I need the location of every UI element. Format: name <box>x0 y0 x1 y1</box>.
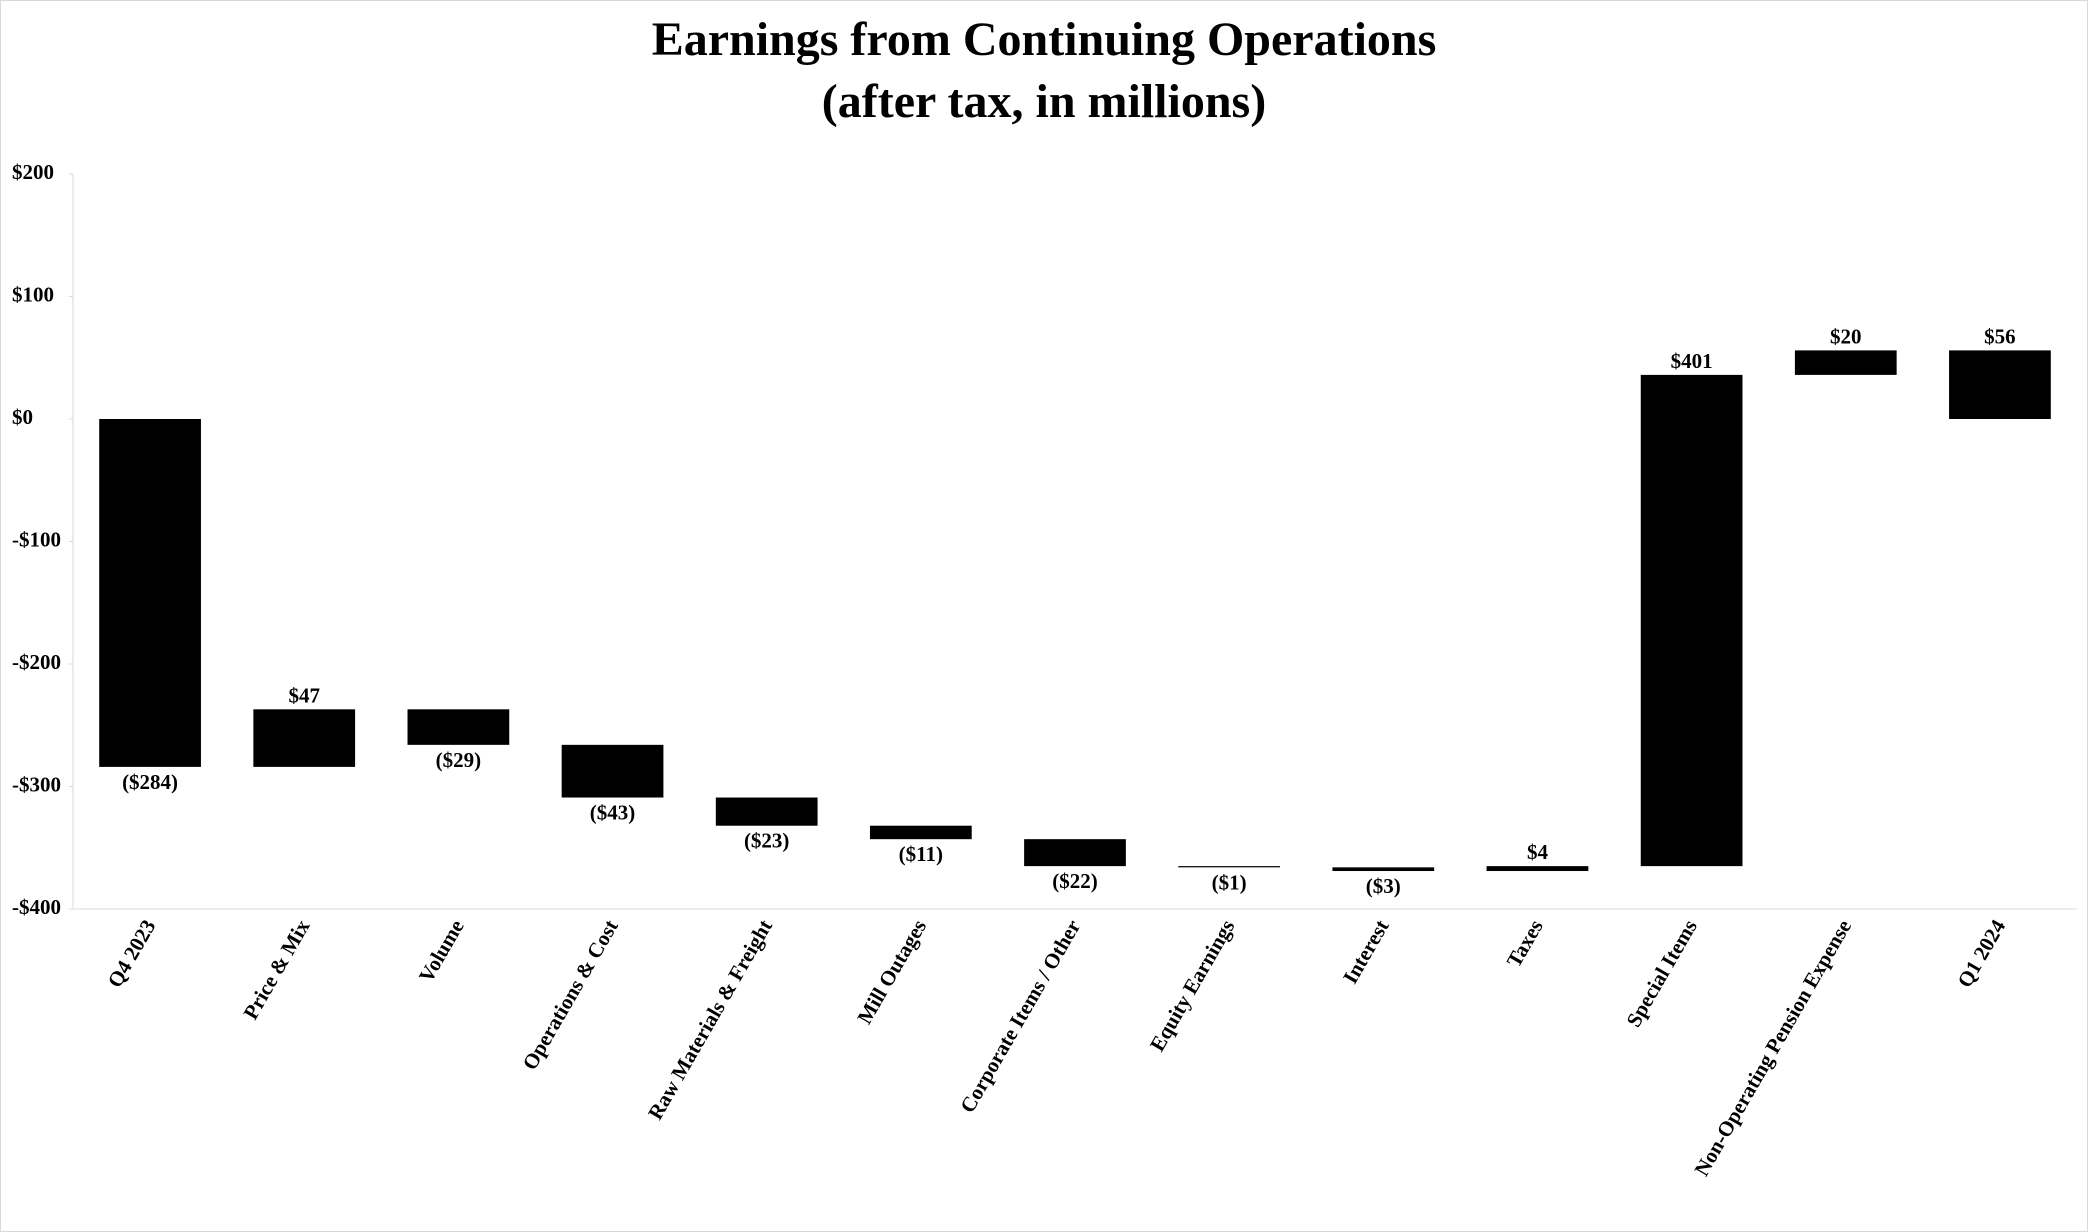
value-label: ($1) <box>1212 870 1247 894</box>
bar <box>1794 350 1897 375</box>
chart-subtitle: (after tax, in millions) <box>822 75 1266 128</box>
y-tick-label: -$200 <box>12 650 61 674</box>
bar <box>1178 866 1281 868</box>
bar <box>1949 350 2051 419</box>
bar <box>715 797 818 826</box>
bar <box>1024 839 1126 867</box>
value-label: $56 <box>1984 324 2016 348</box>
value-label: ($23) <box>744 829 790 853</box>
y-tick-label: $0 <box>12 405 33 429</box>
bar <box>99 419 201 767</box>
bar <box>869 825 972 840</box>
value-label: $20 <box>1830 324 1862 348</box>
value-label: ($22) <box>1052 869 1098 893</box>
bar <box>407 709 510 745</box>
bar <box>253 709 356 767</box>
y-tick-label: -$100 <box>12 527 61 551</box>
chart-title: Earnings from Continuing Operations <box>652 13 1437 66</box>
value-label: ($29) <box>436 748 482 772</box>
value-label: ($11) <box>899 842 943 866</box>
value-label: $47 <box>288 683 320 707</box>
value-label: $4 <box>1527 840 1549 864</box>
y-tick-label: $100 <box>12 282 54 306</box>
value-label: ($43) <box>590 801 636 825</box>
y-tick-label: -$400 <box>12 895 61 919</box>
value-label: ($3) <box>1366 874 1401 898</box>
bar <box>1332 867 1435 872</box>
bar <box>1640 374 1743 867</box>
y-tick-label: -$300 <box>12 772 61 796</box>
y-tick-label: $200 <box>12 160 54 184</box>
value-label: ($284) <box>122 770 178 794</box>
bar <box>561 744 664 798</box>
bar <box>1486 866 1589 872</box>
value-label: $401 <box>1671 349 1713 373</box>
